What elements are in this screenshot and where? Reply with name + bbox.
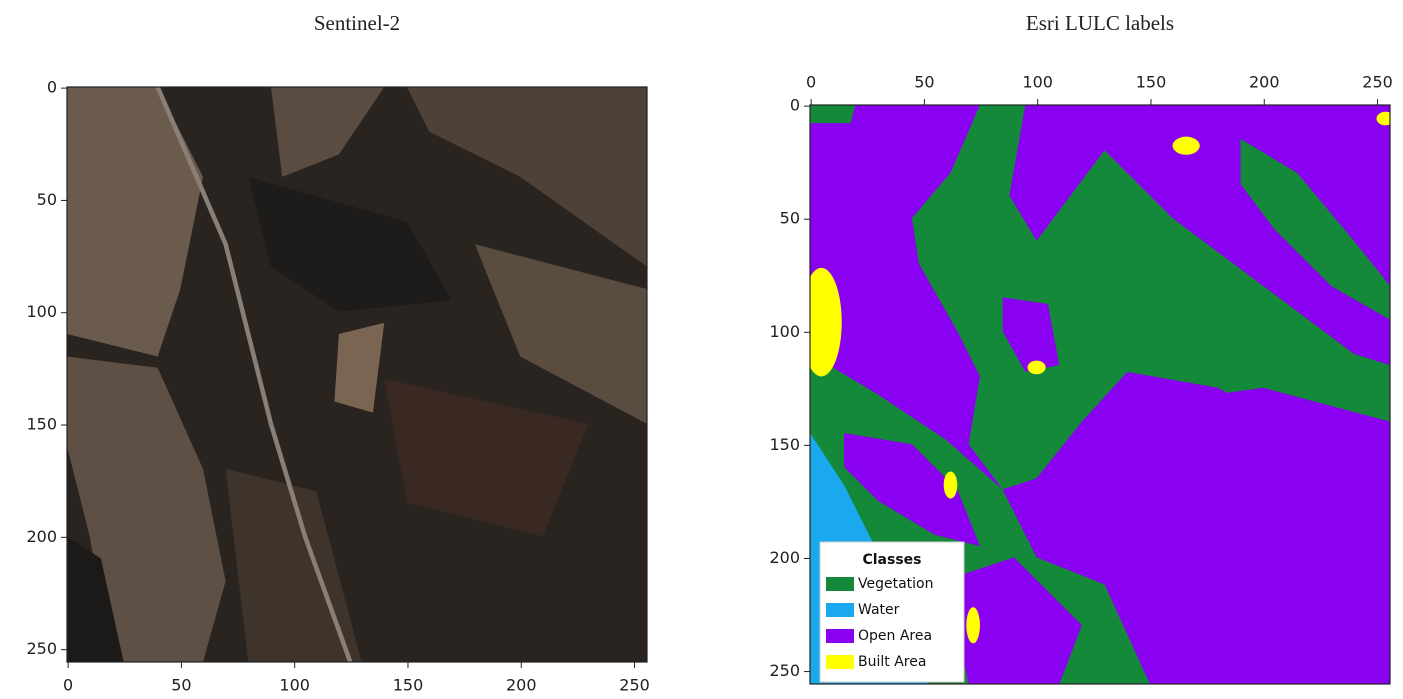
- legend-label: Vegetation: [858, 576, 934, 592]
- x-tick-label: 150: [1136, 73, 1167, 92]
- x-tick-label: 200: [506, 676, 537, 695]
- y-tick-label: 250: [769, 661, 800, 680]
- x-tick-label: 150: [393, 676, 424, 695]
- x-tick-label: 50: [914, 73, 934, 92]
- legend-swatch: [826, 629, 854, 643]
- x-tick-label: 50: [171, 676, 191, 695]
- x-tick-label: 250: [1362, 73, 1393, 92]
- legend-label: Open Area: [858, 628, 932, 644]
- legend-label: Water: [858, 602, 900, 618]
- legend-swatch: [826, 655, 854, 669]
- x-tick-label: 0: [806, 73, 816, 92]
- x-tick-label: 200: [1249, 73, 1280, 92]
- y-tick-label: 100: [26, 302, 57, 321]
- y-tick-label: 0: [790, 96, 800, 115]
- y-tick-label: 100: [769, 322, 800, 341]
- y-tick-label: 200: [26, 527, 57, 546]
- legend-title: Classes: [862, 552, 921, 568]
- x-tick-label: 100: [279, 676, 310, 695]
- y-tick-label: 150: [26, 415, 57, 434]
- x-tick-label: 100: [1022, 73, 1053, 92]
- satellite-image: [67, 87, 647, 662]
- chart-title: Esri LULC labels: [1026, 11, 1174, 35]
- x-tick-label: 0: [63, 676, 73, 695]
- legend-swatch: [826, 603, 854, 617]
- y-tick-label: 150: [769, 435, 800, 454]
- x-tick-label: 250: [619, 676, 650, 695]
- y-tick-label: 50: [780, 209, 800, 228]
- legend-swatch: [826, 577, 854, 591]
- legend-label: Built Area: [858, 654, 926, 670]
- y-tick-label: 50: [37, 190, 57, 209]
- y-tick-label: 200: [769, 548, 800, 567]
- y-tick-label: 0: [47, 78, 57, 97]
- chart-title: Sentinel-2: [314, 11, 400, 35]
- figure: Sentinel-2 0 50 100 150 200 250 0 50 100 150 200 250…: [0, 0, 1403, 699]
- y-tick-label: 250: [26, 639, 57, 658]
